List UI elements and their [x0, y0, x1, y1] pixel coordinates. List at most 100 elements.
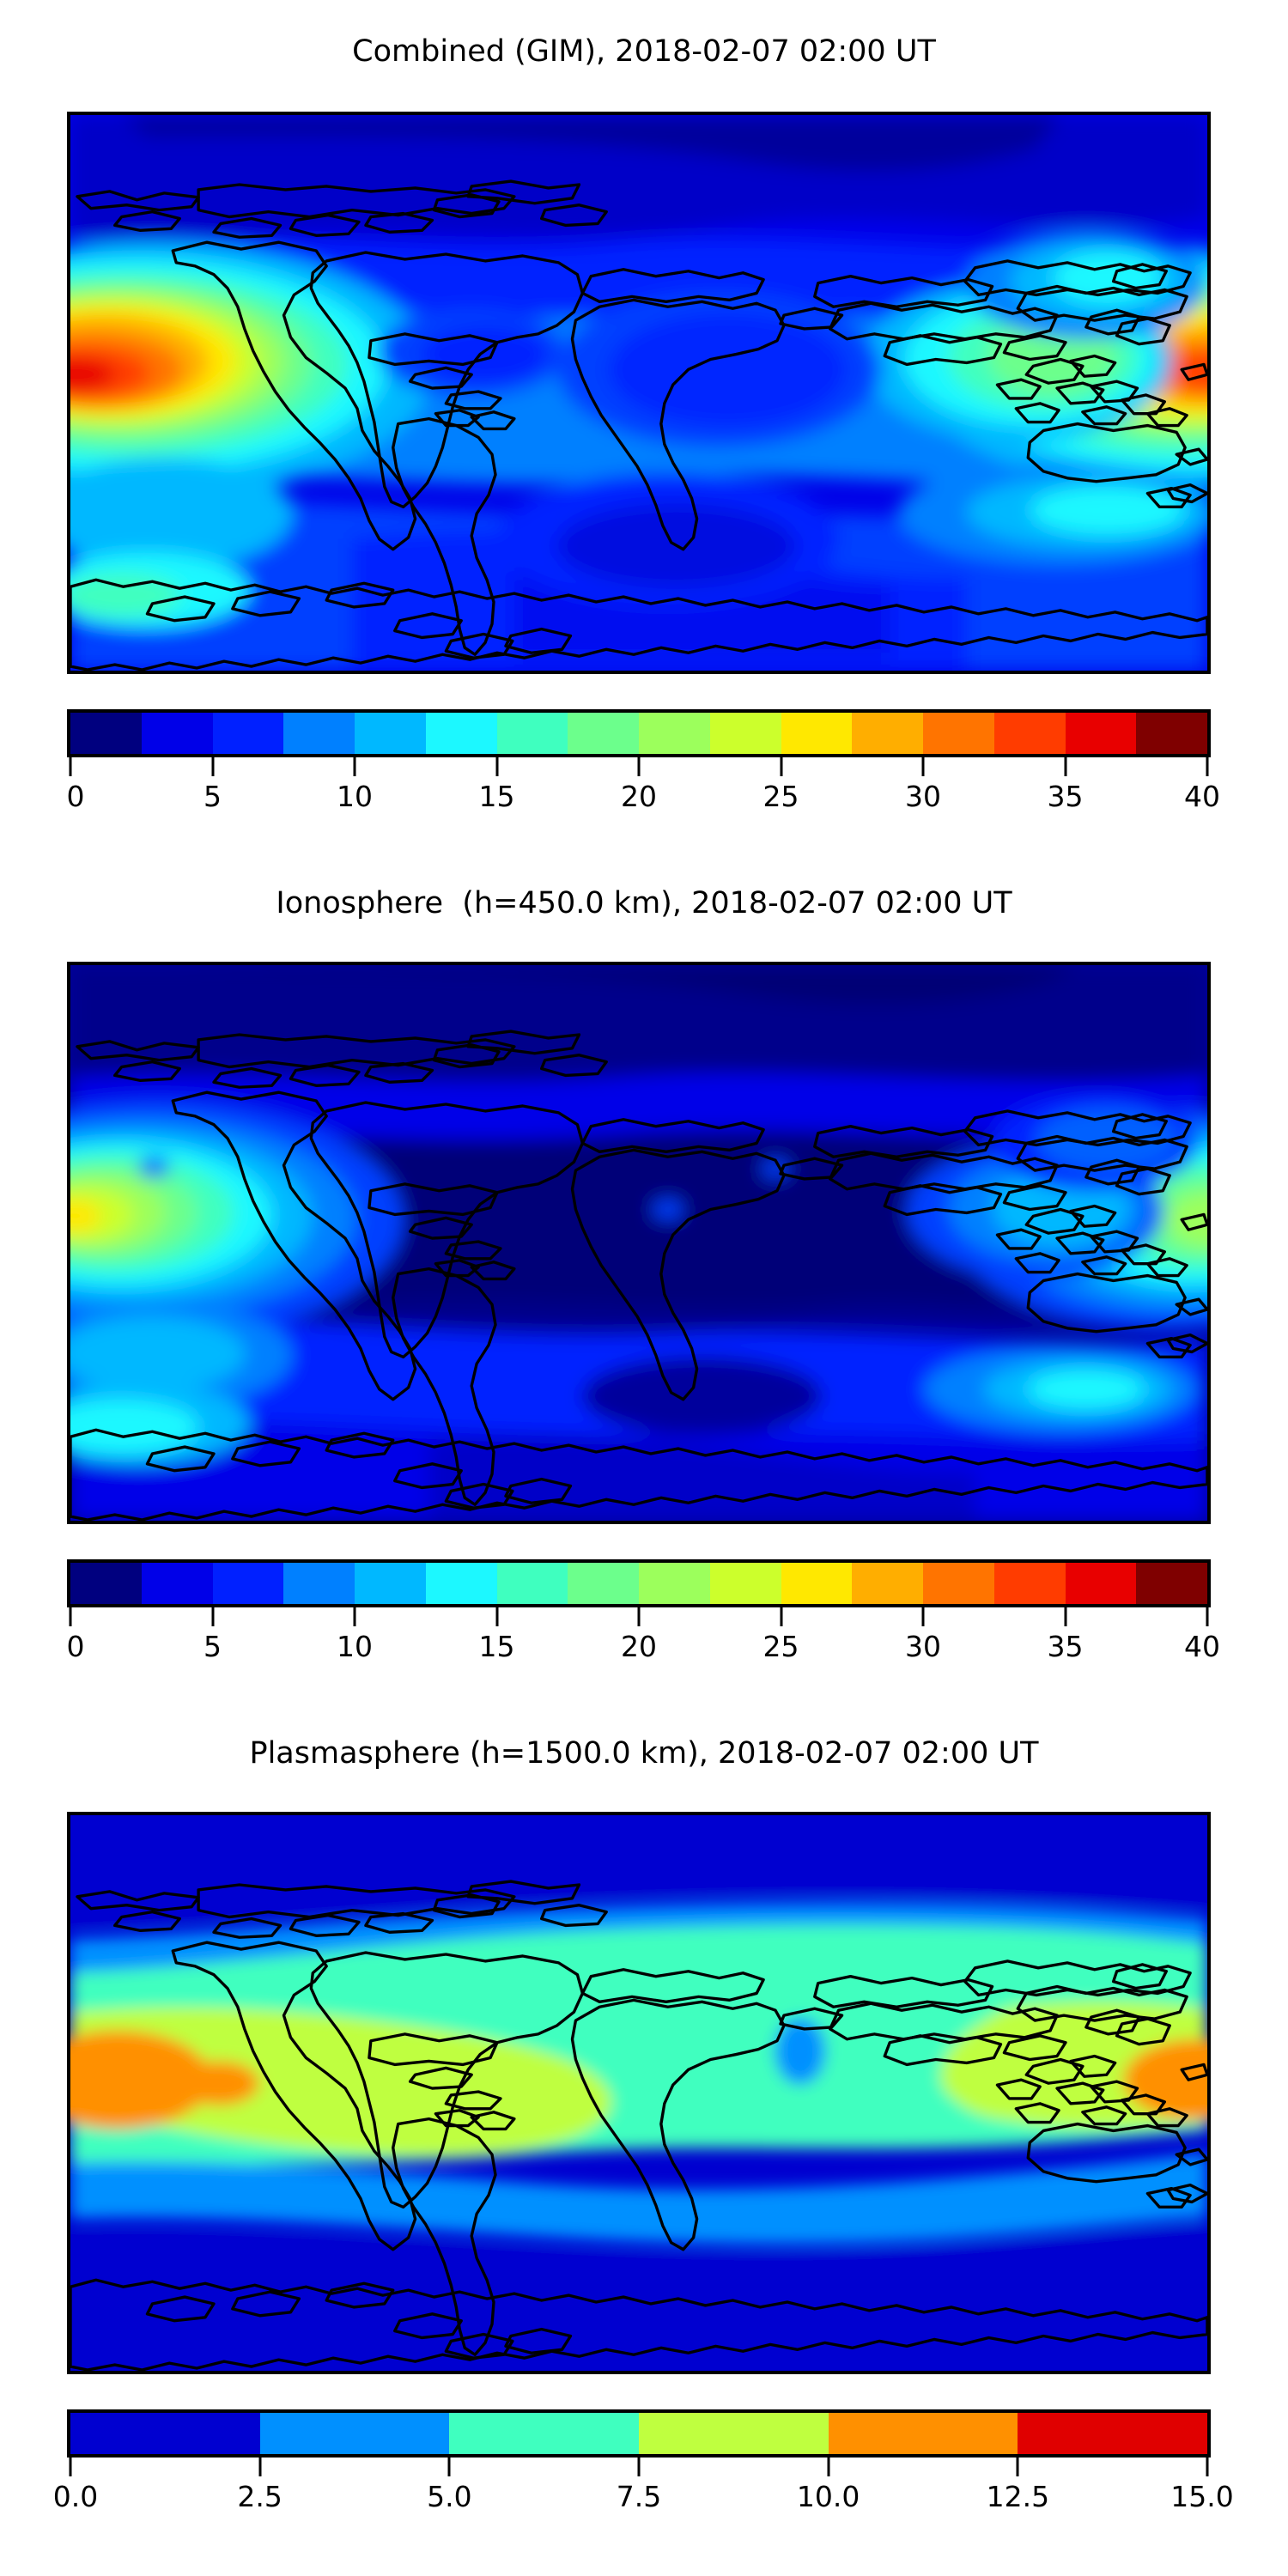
- coastlines-plasmasphere: [70, 1880, 1207, 2371]
- map-plasmasphere: [67, 1812, 1211, 2374]
- colorbar-plasmasphere: 0.0 2.5 5.0 7.5 10.0 12.5 15.0: [53, 2409, 1234, 2523]
- colorbar-tick-7: [1064, 757, 1066, 776]
- colorbar-band-7: [568, 1563, 639, 1604]
- colorbar-band-1: [259, 2413, 450, 2454]
- colorbar-band-6: [496, 1563, 568, 1604]
- colorbar-band-2: [449, 2413, 640, 2454]
- colorbar-tick-0: [69, 757, 72, 776]
- colorbar-band-4: [355, 713, 426, 754]
- colorbar-tick-label-7: 35: [1047, 1630, 1084, 1663]
- colorbar-band-2: [212, 713, 284, 754]
- colorbar-band-0: [70, 1563, 142, 1604]
- colorbar-tick-5: [780, 757, 782, 776]
- colorbar-band-6: [496, 713, 568, 754]
- colorbar-tick-label-2: 5.0: [427, 2480, 472, 2513]
- colorbar-tick-2: [353, 757, 356, 776]
- coastlines-ionosphere: [70, 1030, 1207, 1521]
- colorbar-tick-label-4: 10.0: [796, 2480, 860, 2513]
- colorbar-tick-label-7: 35: [1047, 780, 1084, 813]
- colorbar-ionosphere: 0 5 10 15 20 25 30 35 40: [67, 1559, 1221, 1673]
- colorbar-tick-label-5: 25: [762, 1630, 799, 1663]
- map-ionosphere: [67, 962, 1211, 1524]
- colorbar-tick-label-1: 2.5: [237, 2480, 283, 2513]
- colorbar-combined-ticks: [67, 757, 1211, 780]
- colorbar-tick-label-8: 40: [1184, 780, 1220, 813]
- colorbar-tick-label-3: 7.5: [616, 2480, 662, 2513]
- colorbar-tick-label-3: 15: [478, 780, 515, 813]
- colorbar-tick-label-3: 15: [478, 1630, 515, 1663]
- colorbar-tick-2: [353, 1607, 356, 1626]
- colorbar-band-15: [1136, 1563, 1207, 1604]
- colorbar-tick-label-5: 12.5: [986, 2480, 1050, 2513]
- colorbar-combined-labels: 0 5 10 15 20 25 30 35 40: [66, 780, 1221, 823]
- map-combined-gim: [67, 112, 1211, 674]
- colorbar-tick-label-5: 25: [762, 780, 799, 813]
- panel-plasmasphere: Plasmasphere (h=1500.0 km), 2018-02-07 0…: [0, 1736, 1288, 1771]
- colorbar-plasmasphere-bar: [67, 2409, 1211, 2458]
- colorbar-tick-label-1: 5: [204, 780, 222, 813]
- colorbar-band-0: [70, 713, 142, 754]
- map-svg-combined: [70, 115, 1207, 671]
- colorbar-tick-5: [780, 1607, 782, 1626]
- colorbar-tick-4: [827, 2458, 830, 2476]
- panel-ionosphere: Ionosphere (h=450.0 km), 2018-02-07 02:0…: [0, 886, 1288, 920]
- colorbar-band-14: [1065, 1563, 1137, 1604]
- colorbar-tick-4: [637, 1607, 641, 1626]
- colorbar-tick-3: [495, 1607, 498, 1626]
- panel-title-plasmasphere: Plasmasphere (h=1500.0 km), 2018-02-07 0…: [249, 1736, 1039, 1771]
- colorbar-tick-8: [1206, 1607, 1209, 1626]
- colorbar-tick-4: [637, 757, 641, 776]
- colorbar-tick-label-2: 10: [337, 1630, 373, 1663]
- colorbar-band-3: [283, 1563, 355, 1604]
- colorbar-band-0: [70, 2413, 260, 2454]
- colorbar-tick-1: [258, 2458, 262, 2476]
- colorbar-tick-label-0: 0: [66, 780, 85, 813]
- colorbar-tick-6: [1206, 2458, 1209, 2476]
- colorbar-tick-label-6: 30: [905, 1630, 941, 1663]
- colorbar-band-11: [852, 713, 923, 754]
- colorbar-tick-label-6: 15.0: [1170, 2480, 1234, 2513]
- colorbar-tick-7: [1064, 1607, 1066, 1626]
- colorbar-band-1: [141, 1563, 213, 1604]
- colorbar-band-15: [1136, 713, 1207, 754]
- colorbar-band-13: [993, 713, 1066, 754]
- colorbar-band-9: [709, 713, 781, 754]
- colorbar-plasmasphere-ticks: [67, 2458, 1211, 2480]
- colorbar-tick-label-4: 20: [621, 1630, 657, 1663]
- colorbar-tick-3: [637, 2458, 641, 2476]
- coastlines-combined: [70, 179, 1207, 671]
- colorbar-ionosphere-ticks: [67, 1607, 1211, 1630]
- colorbar-tick-1: [211, 757, 214, 776]
- colorbar-tick-8: [1206, 757, 1209, 776]
- colorbar-tick-label-1: 5: [204, 1630, 222, 1663]
- colorbar-band-12: [923, 1563, 994, 1604]
- colorbar-tick-2: [447, 2458, 451, 2476]
- colorbar-band-5: [425, 713, 497, 754]
- colorbar-band-12: [923, 713, 994, 754]
- colorbar-band-8: [639, 1563, 710, 1604]
- colorbar-tick-label-4: 20: [621, 780, 657, 813]
- colorbar-band-1: [141, 713, 213, 754]
- colorbar-band-7: [568, 713, 639, 754]
- colorbar-band-10: [781, 1563, 853, 1604]
- colorbar-ionosphere-labels: 0 5 10 15 20 25 30 35 40: [67, 1630, 1221, 1673]
- colorbar-band-10: [781, 713, 853, 754]
- colorbar-ionosphere-bar: [67, 1559, 1211, 1607]
- colorbar-band-14: [1065, 713, 1137, 754]
- colorbar-band-9: [709, 1563, 781, 1604]
- colorbar-band-3: [639, 2413, 829, 2454]
- colorbar-band-2: [212, 1563, 284, 1604]
- colorbar-tick-label-8: 40: [1184, 1630, 1220, 1663]
- colorbar-combined-bar: [67, 709, 1211, 757]
- colorbar-tick-label-0: 0.0: [52, 2480, 99, 2513]
- map-svg-plasmasphere: [70, 1815, 1207, 2371]
- colorbar-tick-5: [1016, 2458, 1019, 2476]
- colorbar-band-4: [355, 1563, 426, 1604]
- colorbar-tick-3: [495, 757, 498, 776]
- colorbar-band-8: [639, 713, 710, 754]
- panel-title-combined: Combined (GIM), 2018-02-07 02:00 UT: [352, 34, 936, 69]
- colorbar-tick-6: [921, 757, 925, 776]
- panel-title-ionosphere: Ionosphere (h=450.0 km), 2018-02-07 02:0…: [276, 886, 1012, 920]
- colorbar-combined: 0 5 10 15 20 25 30 35 40: [66, 709, 1221, 823]
